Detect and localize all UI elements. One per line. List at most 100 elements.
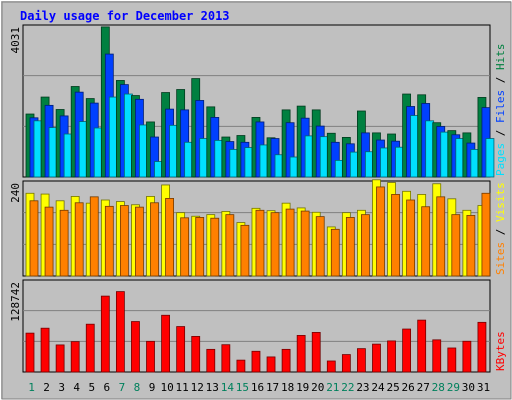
bar-sites-day-31 <box>481 192 491 277</box>
bar-kbytes-day-31 <box>477 321 487 373</box>
x-tick-label-day-19: 19 <box>296 381 309 394</box>
legend-files: Files <box>494 90 507 123</box>
series-legend-label: Pages / Files / Hits <box>494 44 507 177</box>
bar-kbytes-day-18 <box>281 348 291 373</box>
bar-pages-day-31 <box>485 138 495 178</box>
x-tick-label-day-18: 18 <box>281 381 294 394</box>
legend-separator: / <box>494 70 507 90</box>
panel-hits-files-pages: 4031 Pages / Files / Hits <box>9 24 507 178</box>
series-legend-label: KBytes <box>494 331 507 371</box>
x-tick-label-day-7: 7 <box>119 381 126 394</box>
bar-kbytes-day-9 <box>146 340 155 373</box>
x-tick-label-day-8: 8 <box>134 381 141 394</box>
bar-sites-day-24 <box>376 186 385 277</box>
x-tick-label-day-9: 9 <box>149 381 156 394</box>
bar-kbytes-day-20 <box>311 332 321 373</box>
bar-sites-day-30 <box>466 215 476 277</box>
x-tick-label-day-24: 24 <box>371 381 385 394</box>
bar-sites-day-9 <box>150 202 159 277</box>
bar-kbytes-day-13 <box>206 348 216 373</box>
x-tick-label-day-31: 31 <box>477 381 490 394</box>
chart-panels: 4031 Pages / Files / Hits 240 Sites / Visit… <box>9 24 507 373</box>
bar-kbytes-day-15 <box>236 359 246 373</box>
bar-sites-day-8 <box>135 206 144 277</box>
bar-kbytes-day-1 <box>25 332 35 373</box>
bar-sites-day-11 <box>180 217 190 277</box>
x-tick-label-day-13: 13 <box>206 381 219 394</box>
x-tick-label-day-15: 15 <box>236 381 249 394</box>
bar-sites-day-16 <box>255 209 265 277</box>
bar-sites-day-23 <box>361 214 370 277</box>
chart-title: Daily usage for December 2013 <box>20 9 230 23</box>
legend-hits: Hits <box>494 44 507 71</box>
bar-sites-day-1 <box>29 200 39 277</box>
x-tick-label-day-27: 27 <box>417 381 430 394</box>
y-max-label: 240 <box>9 183 22 203</box>
bar-kbytes-day-25 <box>387 340 396 373</box>
bar-sites-day-29 <box>451 214 461 277</box>
bar-kbytes-day-8 <box>131 321 140 373</box>
x-tick-label-day-6: 6 <box>104 381 111 394</box>
bar-kbytes-day-27 <box>417 319 427 373</box>
bar-kbytes-day-12 <box>191 336 201 373</box>
bar-kbytes-day-4 <box>70 341 80 373</box>
bar-sites-day-6 <box>104 205 114 277</box>
bar-sites-day-28 <box>436 196 446 277</box>
bar-kbytes-day-7 <box>115 291 125 373</box>
legend-kbytes: KBytes <box>494 331 507 371</box>
bar-sites-day-2 <box>44 206 54 277</box>
x-tick-label-day-25: 25 <box>386 381 399 394</box>
bar-kbytes-day-11 <box>176 326 186 373</box>
bar-sites-day-18 <box>285 208 295 277</box>
bar-sites-day-3 <box>59 209 69 277</box>
legend-visits: Visits <box>494 182 507 222</box>
bar-sites-day-22 <box>345 217 355 277</box>
bar-sites-day-15 <box>240 224 250 277</box>
legend-pages: Pages <box>494 143 507 176</box>
bar-kbytes-day-16 <box>251 350 261 373</box>
bar-kbytes-day-10 <box>161 314 170 373</box>
bar-sites-day-21 <box>330 228 340 277</box>
series-legend-label: Sites / Visits <box>494 182 507 275</box>
panel-visits-sites: 240 Sites / Visits <box>9 179 507 277</box>
x-tick-label-day-14: 14 <box>221 381 235 394</box>
legend-separator: / <box>494 123 507 143</box>
bar-kbytes-day-21 <box>326 360 336 373</box>
bar-kbytes-day-6 <box>100 295 110 373</box>
bar-sites-day-20 <box>315 216 325 277</box>
x-tick-label-day-1: 1 <box>28 381 35 394</box>
x-tick-label-day-29: 29 <box>447 381 460 394</box>
y-max-label: 4031 <box>9 27 22 54</box>
bar-kbytes-day-22 <box>341 354 351 373</box>
x-tick-label-day-23: 23 <box>356 381 369 394</box>
bar-sites-day-25 <box>391 194 400 277</box>
legend-separator: / <box>494 222 507 242</box>
x-tick-label-day-2: 2 <box>43 381 50 394</box>
x-tick-label-day-21: 21 <box>326 381 339 394</box>
bar-kbytes-day-29 <box>447 347 457 373</box>
bar-kbytes-day-5 <box>85 323 95 373</box>
bar-sites-day-19 <box>300 210 310 277</box>
bar-sites-day-10 <box>165 198 174 277</box>
x-tick-label-day-4: 4 <box>73 381 80 394</box>
bar-sites-day-12 <box>195 217 205 277</box>
x-tick-label-day-22: 22 <box>341 381 354 394</box>
bar-kbytes-day-23 <box>357 348 366 373</box>
bar-kbytes-day-24 <box>372 343 381 373</box>
bar-kbytes-day-3 <box>55 344 65 373</box>
bar-sites-day-7 <box>119 205 129 277</box>
x-tick-label-day-30: 30 <box>462 381 475 394</box>
x-tick-label-day-16: 16 <box>251 381 264 394</box>
bar-sites-day-5 <box>89 196 99 277</box>
bar-sites-day-13 <box>210 217 220 277</box>
bar-sites-day-17 <box>270 212 280 277</box>
bar-sites-day-26 <box>406 199 416 277</box>
x-tick-label-day-3: 3 <box>58 381 65 394</box>
x-tick-label-day-10: 10 <box>160 381 173 394</box>
bar-kbytes-day-14 <box>221 344 231 373</box>
panel-kbytes: 128742 KBytes <box>9 279 507 373</box>
x-tick-label-day-12: 12 <box>191 381 204 394</box>
x-tick-label-day-26: 26 <box>402 381 415 394</box>
